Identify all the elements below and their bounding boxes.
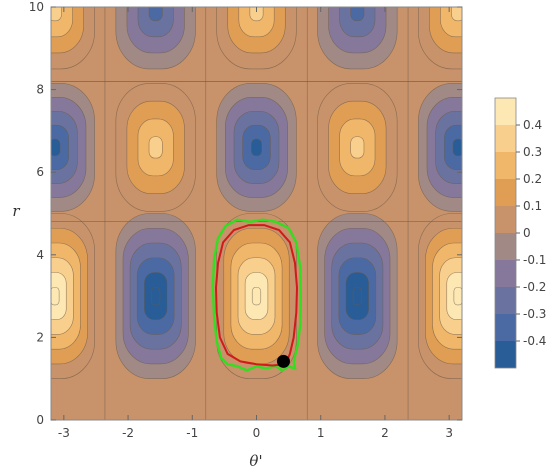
x-tick-label: -2 [122, 426, 134, 440]
colorbar-tick-label: 0.2 [523, 172, 542, 186]
red-trajectory [214, 224, 299, 367]
contour-cell [216, 213, 297, 379]
contour-ring [238, 7, 275, 38]
contour-cell [317, 7, 398, 70]
contour-cell [216, 83, 297, 212]
colorbar-tick-label: -0.2 [523, 280, 546, 294]
x-tick-label: -3 [58, 426, 70, 440]
colorbar-swatch [495, 179, 516, 206]
colorbar-swatch [495, 287, 516, 314]
x-tick-label: -1 [186, 426, 198, 440]
green-trajectory [211, 218, 303, 372]
colorbar-swatch [495, 341, 516, 368]
contour-ring [137, 7, 174, 38]
y-tick-label: 10 [29, 0, 44, 14]
x-tick-label: 3 [445, 426, 453, 440]
x-tick-label: 2 [381, 426, 389, 440]
contour-ring [350, 7, 365, 22]
contour-cell [418, 83, 462, 212]
trajectories [211, 218, 303, 372]
contour-ring [339, 7, 376, 38]
colorbar-tick-label: -0.3 [523, 307, 546, 321]
contour-cells [51, 7, 462, 420]
colorbar-tick-label: 0 [523, 226, 531, 240]
contour-cell [418, 7, 462, 70]
colorbar-swatch [495, 98, 516, 125]
x-axis-label: θ' [249, 452, 262, 470]
y-tick-label: 2 [36, 330, 44, 344]
colorbar-tick-label: 0.1 [523, 199, 542, 213]
y-tick-label: 4 [36, 248, 44, 262]
contour-ring [148, 136, 163, 159]
contour-cell [317, 213, 398, 379]
contour-ring [51, 138, 61, 157]
x-tick-label: 0 [253, 426, 261, 440]
y-axis-label: r [12, 202, 20, 220]
contour-ring [249, 7, 264, 22]
contour-cell [115, 7, 196, 70]
contour-ring [352, 286, 362, 306]
contour-cell [216, 7, 297, 70]
colorbar-tick-label: 0.3 [523, 145, 542, 159]
colorbar-swatch [495, 233, 516, 260]
contour-ring [51, 7, 62, 22]
y-tick-label: 8 [36, 83, 44, 97]
colorbar-tick-label: 0.4 [523, 118, 542, 132]
contour-ring [251, 286, 262, 306]
colorbar: -0.4 -0.3 -0.2 -0.1 0 0.1 0.2 0.3 0.4 [494, 97, 546, 369]
contour-ring [151, 286, 161, 306]
contour-cell [51, 83, 95, 212]
contour-ring [453, 286, 462, 306]
initial-point-marker [276, 354, 290, 368]
contour-ring [51, 286, 60, 306]
y-axis-ticks: 0 2 4 6 8 10 [29, 0, 462, 427]
y-tick-label: 6 [36, 165, 44, 179]
contour-ring [148, 7, 163, 22]
colorbar-swatch [495, 206, 516, 233]
contour-ring [452, 138, 462, 157]
contour-cell [115, 83, 196, 212]
x-tick-label: 1 [317, 426, 325, 440]
colorbar-tick-label: -0.4 [523, 334, 546, 348]
colorbar-swatch [495, 260, 516, 287]
contour-cell [115, 213, 196, 379]
contour-ring [451, 7, 462, 22]
colorbar-swatch [495, 125, 516, 152]
contour-cell [51, 213, 95, 379]
contour-ring [350, 136, 365, 159]
colorbar-swatch [495, 152, 516, 179]
contour-cell [317, 83, 398, 212]
colorbar-tick-label: -0.1 [523, 253, 546, 267]
contour-cell [418, 213, 462, 379]
contour-cell [51, 7, 95, 70]
y-tick-label: 0 [36, 413, 44, 427]
colorbar-swatch [495, 314, 516, 341]
x-axis-ticks: -3 -2 -1 0 1 2 3 [58, 7, 453, 440]
contour-ring [251, 138, 262, 157]
